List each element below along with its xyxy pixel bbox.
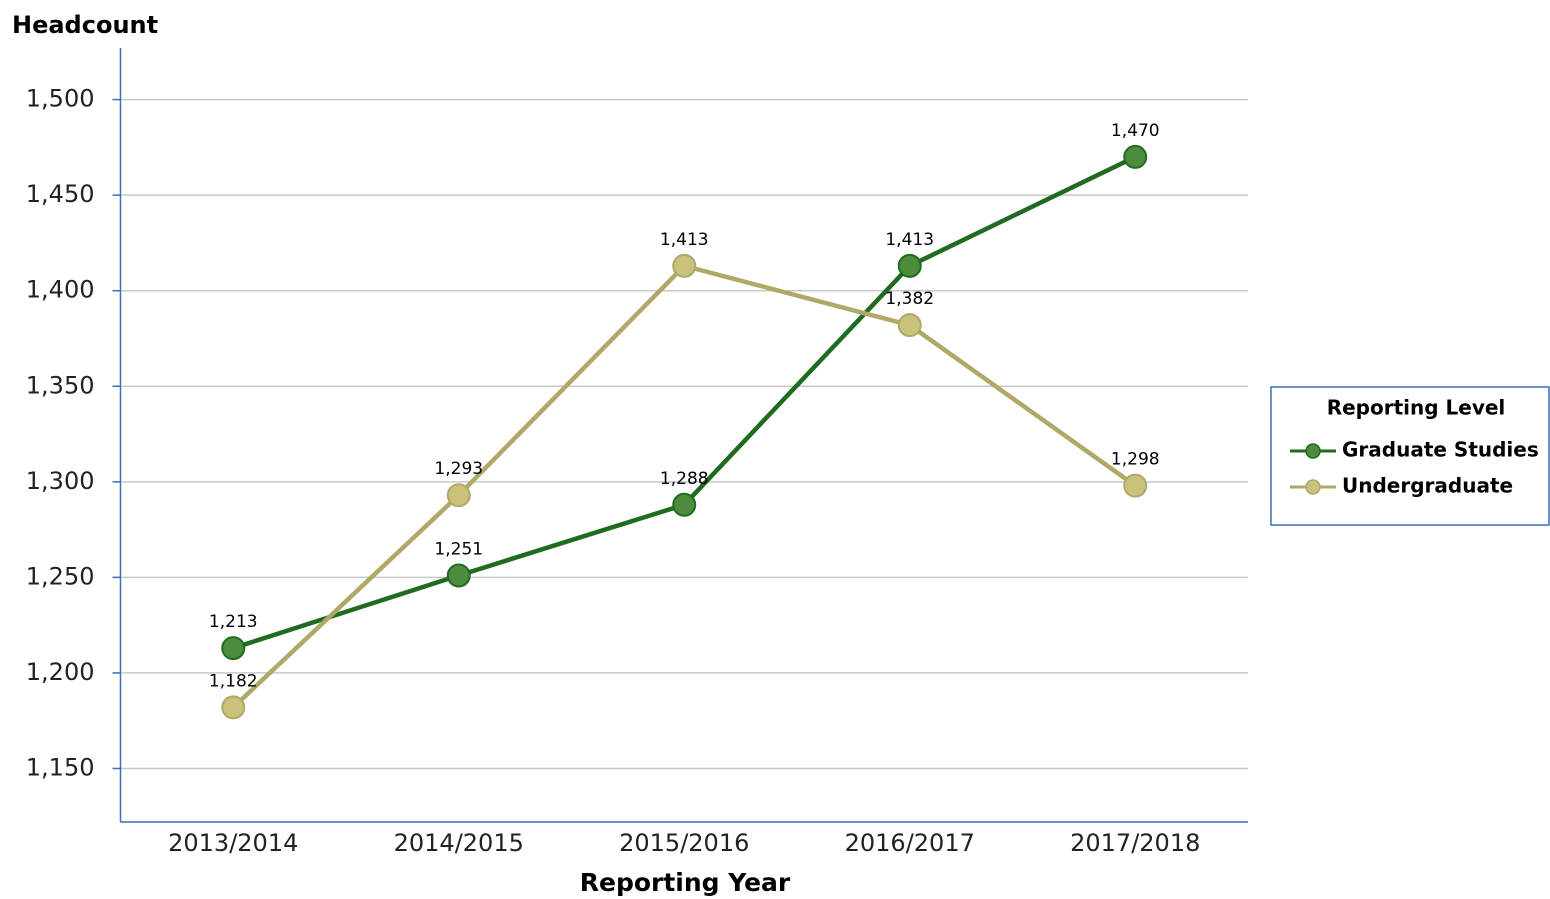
y-tick-label: 1,300 [26, 467, 95, 495]
point [221, 636, 246, 661]
data-label: 1,288 [660, 469, 709, 489]
y-tick-label: 1,400 [26, 276, 95, 304]
data-label: 1,470 [1111, 121, 1160, 141]
x-tick-label: 2013/2014 [168, 829, 298, 857]
y-axis-title: Headcount [12, 11, 158, 39]
data-label: 1,251 [434, 539, 483, 559]
point [672, 253, 697, 278]
point [221, 695, 246, 720]
data-label: 1,298 [1111, 450, 1160, 470]
legend-label: Graduate Studies [1342, 438, 1539, 462]
y-tick-label: 1,150 [26, 753, 95, 781]
x-tick-label: 2016/2017 [845, 829, 975, 857]
x-tick-label: 2014/2015 [394, 829, 524, 857]
y-tick-label: 1,200 [26, 658, 95, 686]
legend-title: Reporting Level [1327, 396, 1506, 420]
legend-label: Undergraduate [1342, 474, 1513, 498]
data-label: 1,293 [434, 459, 483, 479]
y-tick-label: 1,450 [26, 180, 95, 208]
data-label: 1,413 [885, 230, 934, 250]
point [446, 563, 471, 588]
x-tick-label: 2015/2016 [619, 829, 749, 857]
point [897, 313, 922, 338]
data-label: 1,413 [660, 230, 709, 250]
legend-marker [1305, 479, 1321, 495]
point [897, 253, 922, 278]
x-tick-label: 2017/2018 [1070, 829, 1200, 857]
y-tick-label: 1,350 [26, 371, 95, 399]
point [1123, 144, 1148, 169]
data-label: 1,213 [209, 612, 258, 632]
legend-marker [1305, 443, 1321, 459]
point [672, 492, 697, 517]
y-tick-label: 1,250 [26, 562, 95, 590]
point [446, 483, 471, 508]
point [1123, 473, 1148, 498]
x-axis-title: Reporting Year [580, 868, 791, 897]
data-label: 1,182 [209, 671, 258, 691]
y-tick-label: 1,500 [26, 85, 95, 113]
data-label: 1,382 [885, 289, 934, 309]
